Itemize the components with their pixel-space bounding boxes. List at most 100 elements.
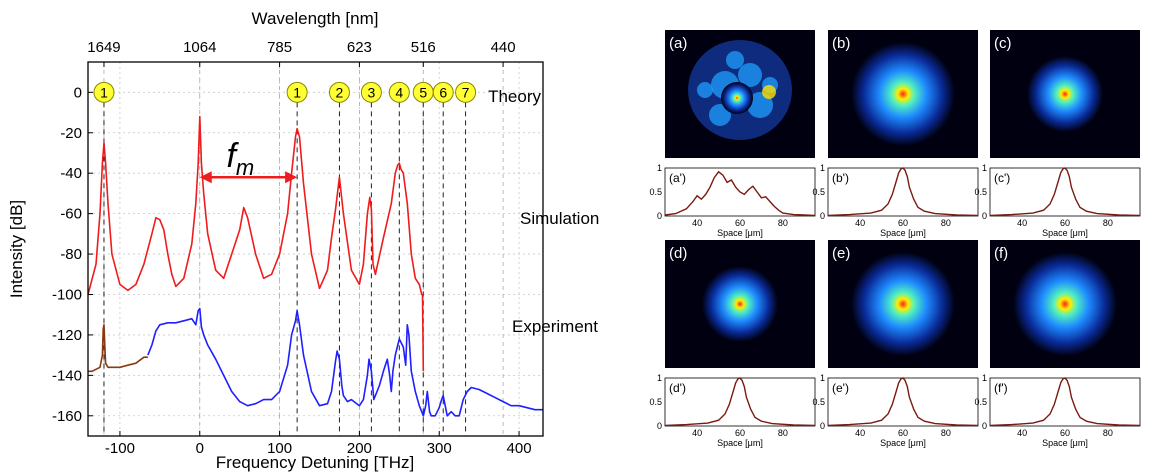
series-line-2 — [147, 307, 543, 417]
beam-panel-4: (e) 1 0.5 0 40 60 80 (e') Space [μm] — [812, 240, 979, 448]
x-tick-label: 400 — [507, 440, 532, 457]
profile-x-tick-label: 80 — [1103, 428, 1113, 438]
profile-y-tick-label: 1 — [657, 163, 662, 173]
profile-x-tick-label: 80 — [778, 428, 788, 438]
theory-marker-circle — [388, 81, 410, 103]
theory-marker-circle — [360, 81, 382, 103]
series-line-1 — [88, 323, 148, 373]
profile-label: (f') — [994, 381, 1008, 395]
beam-image-label: (a) — [669, 35, 687, 52]
profile-x-tick-label: 60 — [898, 428, 908, 438]
x-tick-label: 0 — [196, 440, 204, 457]
profile-y-tick-label: 0 — [820, 421, 825, 431]
top-tick-label: 623 — [347, 39, 372, 56]
profile-x-axis-label: Space [μm] — [717, 438, 763, 448]
profile-y-tick-label: 0.5 — [649, 187, 662, 197]
profile-y-tick-label: 0 — [820, 211, 825, 221]
beam-panel-1: (b) 1 0.5 0 40 60 80 (b') Space [μm] — [812, 30, 979, 238]
experiment-label: Experiment — [512, 317, 598, 336]
profile-line — [664, 170, 816, 217]
theory-marker-label: 1 — [100, 84, 108, 100]
profile-x-axis-label: Space [μm] — [1042, 438, 1088, 448]
beam-hotspot — [721, 82, 753, 114]
x-tick-label: 100 — [267, 440, 292, 457]
beam-spot — [851, 42, 955, 146]
profile-y-tick-label: 0.5 — [812, 397, 825, 407]
profile-line — [827, 167, 979, 217]
profile-x-tick-label: 40 — [855, 218, 865, 228]
beam-speckle — [726, 51, 744, 69]
beam-panel-5: (f) 1 0.5 0 40 60 80 (f') Space [μm] — [974, 240, 1141, 448]
beam-image-label: (b) — [832, 35, 850, 52]
profile-line — [827, 377, 979, 427]
profile-y-tick-label: 0.5 — [812, 187, 825, 197]
beam-image-label: (e) — [832, 245, 850, 262]
theory-marker-lines — [103, 102, 467, 436]
profile-x-tick-label: 60 — [735, 428, 745, 438]
profile-x-axis-label: Space [μm] — [1042, 228, 1088, 238]
profile-x-tick-label: 80 — [941, 428, 951, 438]
top-wavelength-ticks: 1649 1064 785 623 516 440 — [87, 39, 516, 67]
profile-frame — [827, 377, 979, 427]
top-tick-label: 440 — [491, 39, 516, 56]
theory-marker-label: 3 — [367, 84, 375, 100]
theory-label: Theory — [488, 87, 541, 106]
grid-lines — [88, 62, 543, 436]
profile-y-tick-label: 1 — [657, 373, 662, 383]
beam-spot — [851, 252, 955, 356]
profile-frame — [827, 167, 979, 217]
profile-y-tick-label: 1 — [820, 163, 825, 173]
series-group — [87, 115, 543, 417]
profile-frame — [664, 377, 816, 427]
profile-label: (e') — [832, 381, 849, 395]
fm-annotation: fm — [199, 137, 298, 184]
profile-label: (c') — [994, 171, 1010, 185]
x-tick-label: 300 — [427, 440, 452, 457]
x-ticks: -100 0 100 200 300 400 — [105, 431, 532, 457]
profile-y-tick-label: 0.5 — [974, 397, 987, 407]
main-spectrum-chart: -100 0 100 200 300 400 0 -20 -40 -60 -80 -100 -120 -… — [7, 9, 599, 472]
profile-x-axis-label: Space [μm] — [880, 438, 926, 448]
theory-marker-label: 2 — [336, 84, 344, 100]
profile-x-tick-label: 40 — [855, 428, 865, 438]
beam-spot — [1027, 56, 1103, 132]
theory-marker-circle — [93, 81, 115, 103]
y-tick-label: -160 — [52, 408, 82, 425]
profile-label: (a') — [669, 171, 686, 185]
y-ticks: 0 -20 -40 -60 -80 -100 -120 -140 -160 — [52, 84, 93, 425]
beam-speckle — [738, 63, 762, 87]
beam-image-label: (d) — [669, 245, 687, 262]
top-tick-label: 785 — [267, 39, 292, 56]
beam-spot — [702, 266, 778, 342]
profile-x-axis-label: Space [μm] — [880, 228, 926, 238]
theory-marker-label: 4 — [395, 84, 403, 100]
beam-speckle — [709, 104, 731, 126]
profile-x-tick-label: 60 — [1060, 428, 1070, 438]
series-line-0 — [87, 115, 424, 296]
theory-marker-label: 1 — [293, 84, 301, 100]
fm-arrow-head-left — [199, 171, 212, 184]
profile-label: (b') — [832, 171, 849, 185]
fm-label-sub: m — [236, 155, 254, 180]
y-axis-label: Intensity [dB] — [7, 200, 26, 298]
beam-image-label: (c) — [994, 35, 1012, 52]
y-tick-label: -100 — [52, 286, 82, 303]
y-tick-label: -80 — [60, 246, 82, 263]
top-tick-label: 516 — [411, 39, 436, 56]
top-tick-label: 1649 — [87, 39, 120, 56]
profile-y-tick-label: 0 — [657, 421, 662, 431]
profile-x-axis-label: Space [μm] — [717, 228, 763, 238]
plot-frame — [87, 61, 544, 437]
profile-x-tick-label: 80 — [778, 218, 788, 228]
fm-label: fm — [226, 137, 254, 180]
y-tick-label: -20 — [60, 125, 82, 142]
profile-x-tick-label: 60 — [898, 218, 908, 228]
profile-frame — [989, 377, 1141, 427]
beam-spot — [1013, 252, 1117, 356]
profile-line — [989, 377, 1141, 427]
profile-y-tick-label: 0 — [657, 211, 662, 221]
fm-arrow-head-right — [285, 171, 298, 184]
top-tick-label: 1064 — [183, 39, 216, 56]
profile-x-tick-label: 40 — [692, 428, 702, 438]
